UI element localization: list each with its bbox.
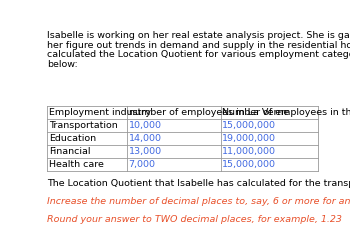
Text: Financial: Financial — [49, 147, 90, 156]
Text: below:: below: — [47, 60, 78, 69]
Text: 10,000: 10,000 — [129, 121, 162, 130]
Text: 14,000: 14,000 — [129, 134, 162, 143]
Text: number of employees in La Verne: number of employees in La Verne — [129, 108, 289, 117]
Text: Health care: Health care — [49, 160, 104, 169]
Text: her figure out trends in demand and supply in the residential housing sector in : her figure out trends in demand and supp… — [47, 41, 350, 50]
Text: Round your answer to TWO decimal places, for example, 1.23: Round your answer to TWO decimal places,… — [47, 216, 342, 225]
Text: 13,000: 13,000 — [129, 147, 162, 156]
Text: Number of employees in the USA: Number of employees in the USA — [222, 108, 350, 117]
Text: 19,000,000: 19,000,000 — [222, 134, 276, 143]
Text: Education: Education — [49, 134, 96, 143]
Text: 15,000,000: 15,000,000 — [222, 160, 276, 169]
Text: calculated the Location Quotient for various employment categories, as shown in : calculated the Location Quotient for var… — [47, 50, 350, 59]
Text: The Location Quotient that Isabelle has calculated for the transportation sector: The Location Quotient that Isabelle has … — [47, 179, 350, 188]
Text: Increase the number of decimal places to, say, 6 or more for any intermediate ca: Increase the number of decimal places to… — [47, 197, 350, 206]
Text: 7,000: 7,000 — [129, 160, 156, 169]
Text: Isabelle is working on her real estate analysis project. She is gathering data t: Isabelle is working on her real estate a… — [47, 31, 350, 40]
Text: Employment industry: Employment industry — [49, 108, 150, 117]
Text: 15,000,000: 15,000,000 — [222, 121, 276, 130]
Text: 11,000,000: 11,000,000 — [222, 147, 276, 156]
Text: Transportation: Transportation — [49, 121, 117, 130]
